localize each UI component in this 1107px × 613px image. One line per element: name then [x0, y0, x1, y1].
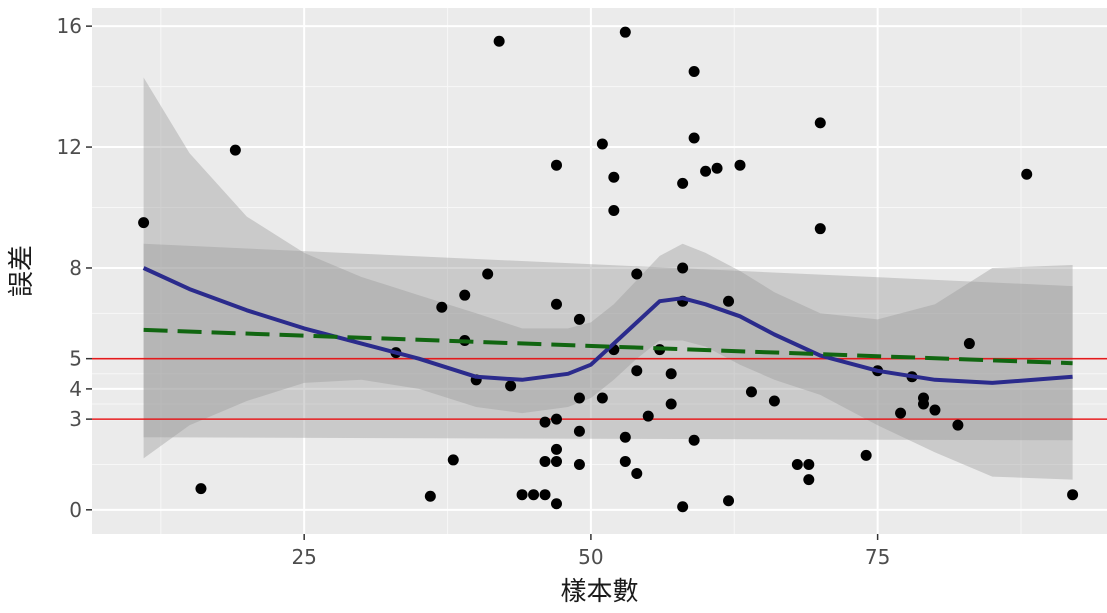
data-point [195, 483, 207, 495]
confidence-band-linear [143, 243, 1073, 441]
data-point [952, 419, 964, 431]
data-point [138, 217, 150, 229]
data-point [642, 410, 654, 422]
data-point [539, 416, 551, 428]
confidence-ribbons [143, 77, 1073, 480]
data-point [573, 313, 585, 325]
data-point [550, 298, 562, 310]
confidence-band-loess [143, 77, 1073, 480]
linear-fit-line [143, 327, 1073, 366]
y-axis-ticks: 0 3 4 5 8 12 16 [57, 14, 92, 522]
data-point [505, 380, 517, 392]
data-point [493, 35, 505, 47]
y-axis-title: 誤差 [7, 245, 37, 297]
data-point [860, 449, 872, 461]
data-point [608, 205, 620, 217]
data-point [1021, 168, 1033, 180]
data-point [814, 223, 826, 235]
x-axis-ticks: 25 50 75 [291, 534, 890, 569]
data-point [424, 490, 436, 502]
y-tick-label: 0 [69, 498, 82, 522]
data-point [631, 365, 643, 377]
data-point [539, 489, 551, 501]
data-point [677, 177, 689, 189]
data-point [814, 117, 826, 129]
data-point [895, 407, 907, 419]
data-point [573, 425, 585, 437]
data-point [803, 474, 815, 486]
x-tick-label: 75 [865, 545, 890, 569]
y-tick-label: 12 [57, 135, 82, 159]
data-point [631, 468, 643, 480]
data-point [550, 498, 562, 510]
data-point [539, 455, 551, 467]
data-point [1067, 489, 1079, 501]
data-point [619, 455, 631, 467]
data-point [688, 65, 700, 77]
data-point [447, 454, 459, 466]
y-tick-label: 8 [69, 256, 82, 280]
data-point [665, 398, 677, 410]
x-tick-label: 50 [578, 545, 603, 569]
data-point [745, 386, 757, 398]
y-tick-label: 3 [69, 407, 82, 431]
x-tick-label: 25 [291, 545, 316, 569]
data-point [665, 368, 677, 380]
data-point [596, 392, 608, 404]
data-point [688, 132, 700, 144]
data-point [550, 443, 562, 455]
data-point [459, 289, 471, 301]
data-point [573, 392, 585, 404]
data-point [550, 455, 562, 467]
data-point [608, 171, 620, 183]
data-point [482, 268, 494, 280]
data-point [711, 162, 723, 174]
data-point [734, 159, 746, 171]
data-point [436, 301, 448, 313]
data-point [550, 159, 562, 171]
data-point [596, 138, 608, 150]
panel-background [92, 8, 1107, 534]
y-tick-label: 4 [69, 377, 82, 401]
data-point [631, 268, 643, 280]
data-point [700, 165, 712, 177]
data-point [677, 501, 689, 513]
data-point [929, 404, 941, 416]
data-point [516, 489, 528, 501]
data-point [791, 458, 803, 470]
y-tick-label: 5 [69, 347, 82, 371]
data-point [688, 434, 700, 446]
data-point [573, 458, 585, 470]
data-point [550, 413, 562, 425]
data-point [528, 489, 540, 501]
data-point [803, 458, 815, 470]
data-point [677, 262, 689, 274]
data-point [723, 295, 735, 307]
data-point [917, 398, 929, 410]
data-point [768, 395, 780, 407]
data-point [229, 144, 241, 156]
data-point [619, 431, 631, 443]
y-tick-label: 16 [57, 14, 82, 38]
fit-lines [142, 266, 1073, 385]
data-point [723, 495, 735, 507]
x-axis-title: 樣本數 [560, 577, 638, 607]
data-point [619, 26, 631, 38]
data-point [963, 338, 975, 350]
